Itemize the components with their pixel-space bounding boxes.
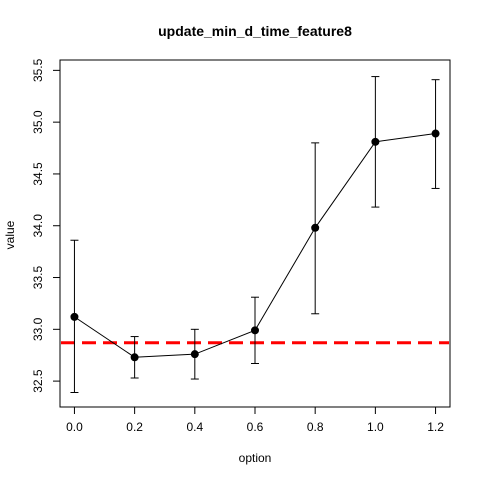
y-tick-label: 34.5 — [31, 162, 45, 186]
x-axis: 0.0 0.2 0.4 0.6 0.8 1.0 1.2 — [66, 406, 444, 434]
y-tick-label: 32.5 — [31, 369, 45, 393]
data-point — [70, 312, 79, 321]
chart-title: update_min_d_time_feature8 — [158, 23, 352, 39]
data-point — [190, 350, 199, 359]
x-tick-label: 0.4 — [186, 420, 203, 434]
data-point — [251, 326, 259, 335]
y-tick-label: 34.0 — [31, 214, 45, 238]
y-axis: 32.5 33.0 33.5 34.0 34.5 35.0 35.5 — [31, 58, 61, 393]
data-point — [371, 137, 380, 146]
x-tick-label: 0.6 — [247, 420, 264, 434]
y-tick-label: 35.0 — [31, 110, 45, 134]
x-tick-label: 1.2 — [427, 420, 444, 434]
x-tick-label: 1.0 — [367, 420, 384, 434]
x-tick-label: 0.8 — [307, 420, 324, 434]
x-tick-label: 0.0 — [66, 420, 83, 434]
y-tick-label: 33.5 — [31, 266, 45, 290]
y-tick-label: 33.0 — [31, 317, 45, 341]
error-bars — [70, 76, 440, 393]
data-point — [311, 223, 320, 232]
x-tick-label: 0.2 — [126, 420, 143, 434]
data-point — [130, 353, 139, 362]
y-axis-label: value — [3, 220, 17, 249]
x-axis-label: option — [239, 451, 272, 465]
data-point — [431, 129, 440, 138]
data-series — [70, 129, 440, 362]
y-tick-label: 35.5 — [31, 58, 45, 82]
